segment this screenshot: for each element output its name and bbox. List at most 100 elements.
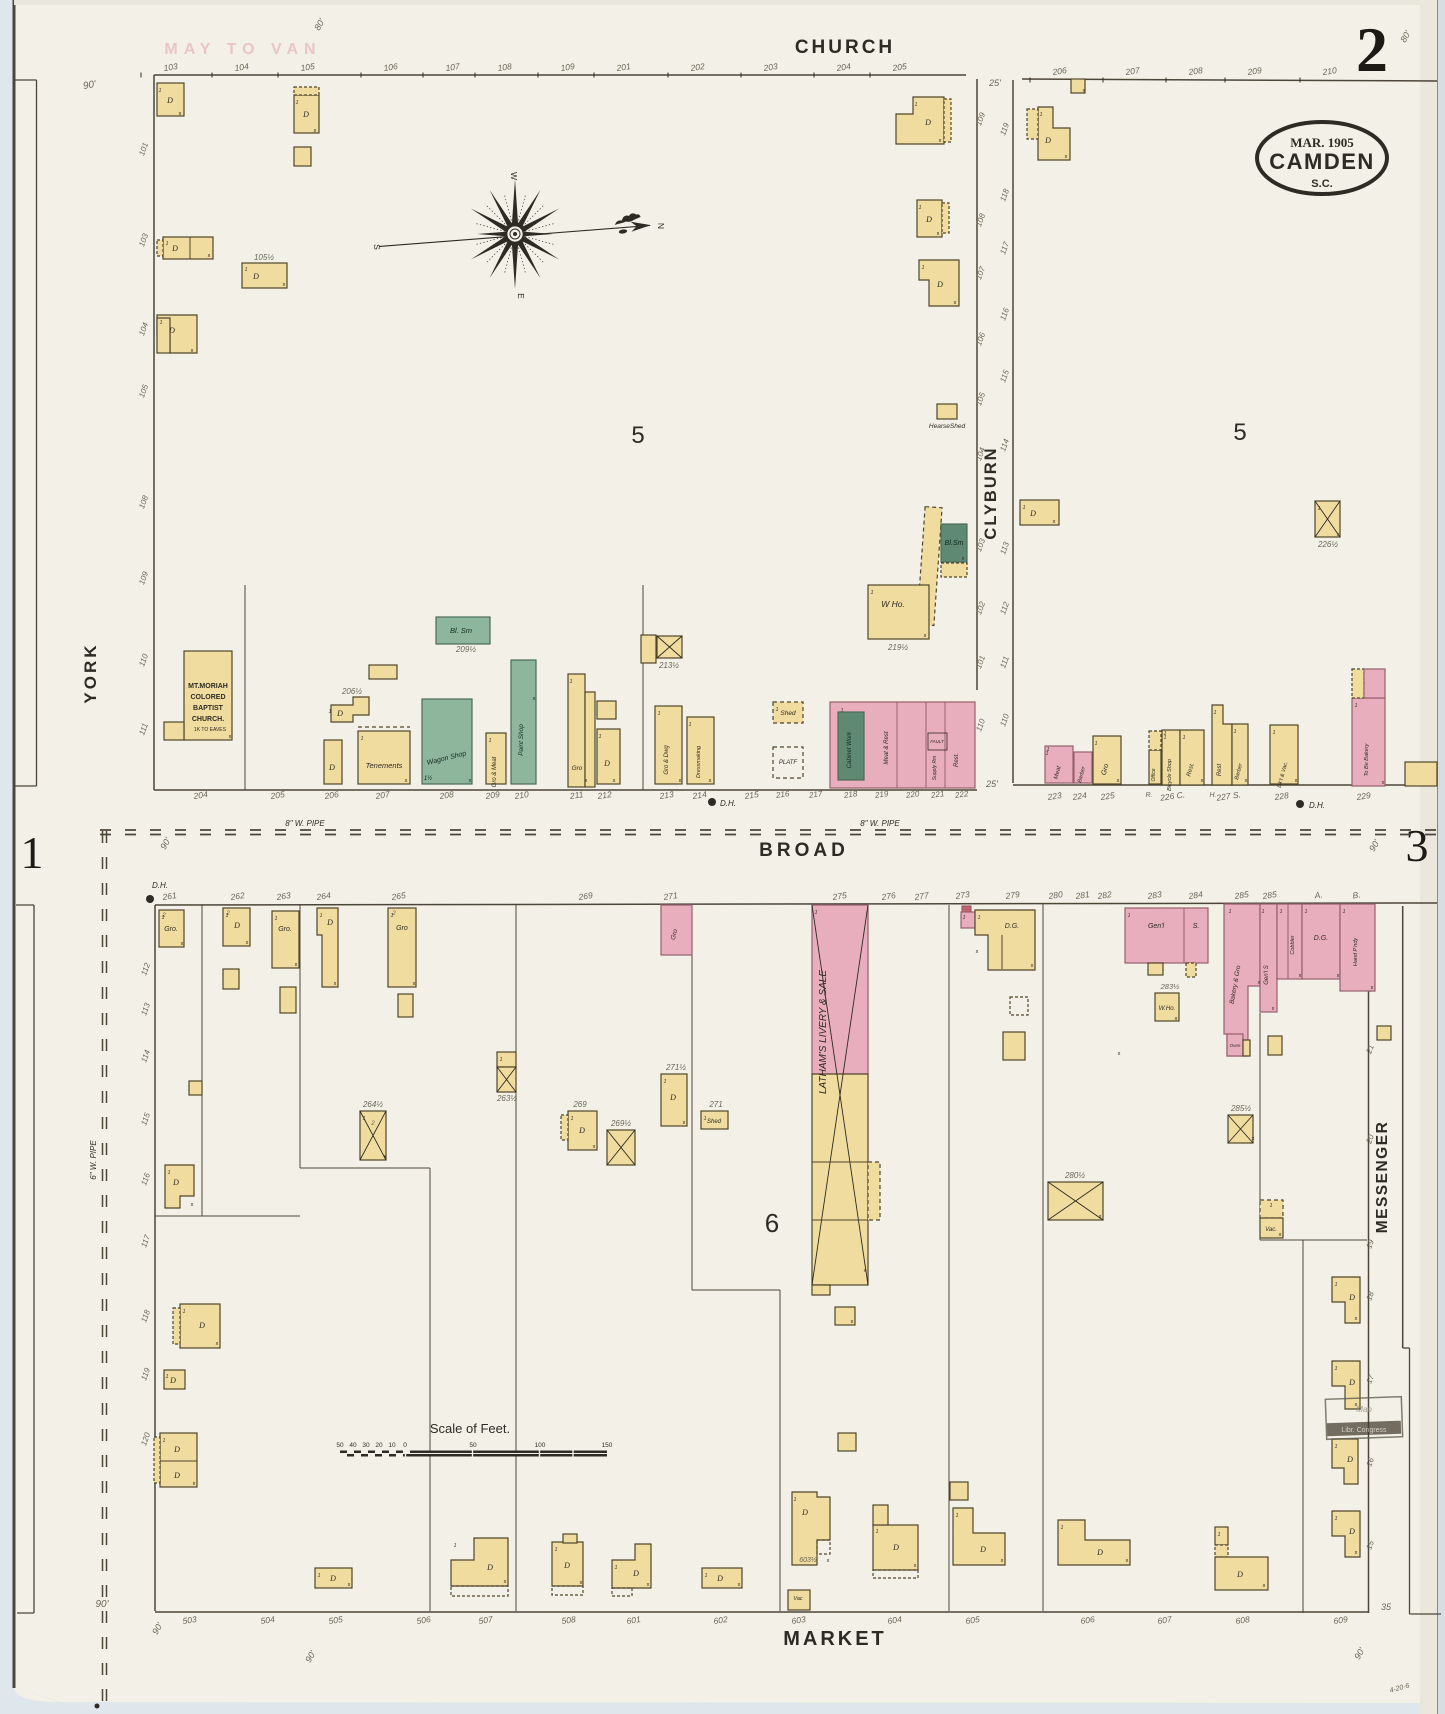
- svg-text:1K TO EAVES: 1K TO EAVES: [194, 727, 227, 733]
- svg-text:106: 106: [383, 61, 399, 73]
- svg-text:104: 104: [137, 321, 150, 337]
- svg-text:x: x: [1053, 519, 1056, 525]
- svg-text:209½: 209½: [455, 645, 476, 654]
- svg-text:Meat & Rest: Meat & Rest: [884, 731, 890, 764]
- svg-text:265: 265: [390, 890, 407, 902]
- svg-text:1: 1: [919, 205, 922, 211]
- svg-text:115: 115: [998, 368, 1011, 384]
- svg-text:D: D: [603, 759, 610, 768]
- svg-text:D: D: [1348, 1293, 1355, 1302]
- svg-text:1: 1: [876, 1529, 879, 1535]
- svg-text:1: 1: [956, 1513, 959, 1519]
- svg-text:Cobbler: Cobbler: [1290, 934, 1296, 954]
- svg-text:30: 30: [362, 1442, 370, 1449]
- svg-text:119: 119: [139, 1366, 152, 1382]
- svg-text:Rest: Rest: [1217, 764, 1223, 777]
- svg-text:119: 119: [998, 121, 1011, 137]
- svg-text:H.: H.: [1210, 792, 1217, 799]
- svg-text:228: 228: [1273, 790, 1290, 802]
- svg-text:x: x: [1001, 1558, 1004, 1564]
- svg-text:107: 107: [445, 61, 461, 73]
- svg-text:FAULT: FAULT: [930, 739, 945, 744]
- svg-text:x: x: [1258, 980, 1261, 986]
- svg-text:x: x: [1263, 1583, 1266, 1589]
- svg-text:D: D: [168, 326, 175, 335]
- svg-text:283½: 283½: [1160, 982, 1181, 991]
- svg-text:Meat: Meat: [1053, 765, 1062, 780]
- svg-text:607: 607: [1157, 1614, 1173, 1626]
- svg-text:204: 204: [835, 61, 852, 73]
- svg-text:213½: 213½: [658, 661, 679, 670]
- svg-text:CLYBURN: CLYBURN: [982, 446, 1000, 539]
- svg-text:1: 1: [1218, 1532, 1221, 1538]
- svg-text:1: 1: [1335, 1444, 1338, 1450]
- svg-text:8" W. PIPE: 8" W. PIPE: [860, 819, 900, 828]
- svg-text:111: 111: [998, 655, 1011, 670]
- svg-text:x: x: [1099, 1214, 1102, 1220]
- svg-text:150: 150: [602, 1442, 613, 1449]
- svg-text:226 C.: 226 C.: [1158, 789, 1185, 803]
- svg-text:1: 1: [1023, 505, 1026, 511]
- svg-text:x: x: [229, 734, 232, 740]
- svg-text:2: 2: [161, 913, 166, 919]
- svg-text:HearseShed: HearseShed: [929, 423, 966, 430]
- svg-text:Gen'l: Gen'l: [1148, 923, 1165, 930]
- svg-text:202: 202: [689, 61, 706, 73]
- svg-text:D.H.: D.H.: [152, 881, 168, 890]
- svg-text:269: 269: [577, 890, 594, 902]
- svg-text:207: 207: [374, 789, 391, 801]
- svg-text:1: 1: [705, 1573, 708, 1579]
- svg-text:2: 2: [225, 911, 230, 917]
- svg-text:109: 109: [137, 570, 150, 586]
- svg-text:1: 1: [1335, 1282, 1338, 1288]
- svg-text:Gro & Meat: Gro & Meat: [492, 756, 498, 787]
- svg-text:Paint Shop: Paint Shop: [518, 724, 525, 756]
- svg-text:15: 15: [1364, 1539, 1376, 1551]
- svg-text:Hand P'ndy: Hand P'ndy: [1353, 937, 1359, 967]
- svg-text:110: 110: [974, 717, 987, 733]
- svg-text:MARKET: MARKET: [783, 1628, 887, 1650]
- svg-text:D: D: [925, 215, 932, 224]
- svg-text:503: 503: [182, 1614, 198, 1626]
- svg-text:Gro: Gro: [572, 765, 583, 772]
- svg-text:x: x: [208, 253, 211, 259]
- svg-text:W.Ho.: W.Ho.: [1159, 1006, 1175, 1012]
- svg-text:1: 1: [1229, 909, 1232, 915]
- svg-text:D: D: [173, 1445, 180, 1454]
- svg-text:109: 109: [974, 111, 987, 127]
- svg-text:8" W. PIPE: 8" W. PIPE: [285, 819, 325, 828]
- svg-text:Barber: Barber: [1077, 765, 1087, 784]
- svg-text:264½: 264½: [362, 1100, 383, 1109]
- svg-text:Bicycle Shop: Bicycle Shop: [1167, 759, 1173, 791]
- svg-text:2: 2: [1356, 14, 1388, 85]
- svg-text:35: 35: [1381, 1602, 1392, 1612]
- svg-text:CAMDEN: CAMDEN: [1269, 149, 1375, 174]
- svg-text:D: D: [326, 918, 333, 927]
- svg-text:x: x: [191, 1202, 194, 1208]
- svg-text:111: 111: [137, 722, 150, 737]
- svg-text:225: 225: [1099, 790, 1116, 802]
- svg-text:x: x: [1355, 1550, 1358, 1556]
- svg-text:223: 223: [1046, 790, 1063, 802]
- svg-text:1: 1: [226, 913, 229, 919]
- svg-text:1: 1: [815, 910, 818, 916]
- svg-text:D: D: [336, 709, 343, 718]
- svg-text:19: 19: [1364, 1238, 1376, 1250]
- svg-text:1: 1: [163, 1438, 166, 1444]
- svg-text:D: D: [172, 1178, 179, 1187]
- svg-text:x: x: [937, 231, 940, 237]
- svg-text:273: 273: [954, 889, 971, 901]
- svg-text:277: 277: [913, 890, 930, 902]
- svg-text:1: 1: [361, 736, 364, 742]
- svg-text:D: D: [252, 272, 259, 281]
- svg-text:1: 1: [1214, 710, 1217, 716]
- svg-text:x: x: [864, 1268, 867, 1274]
- svg-text:6" W. PIPE: 6" W. PIPE: [89, 1140, 98, 1180]
- svg-text:606: 606: [1080, 1614, 1096, 1626]
- svg-text:1: 1: [871, 590, 874, 596]
- svg-text:x: x: [647, 1582, 650, 1588]
- svg-text:D: D: [1346, 1455, 1353, 1464]
- svg-text:Oven: Oven: [1230, 1043, 1241, 1048]
- svg-text:1: 1: [275, 916, 278, 922]
- svg-text:x: x: [1355, 1402, 1358, 1408]
